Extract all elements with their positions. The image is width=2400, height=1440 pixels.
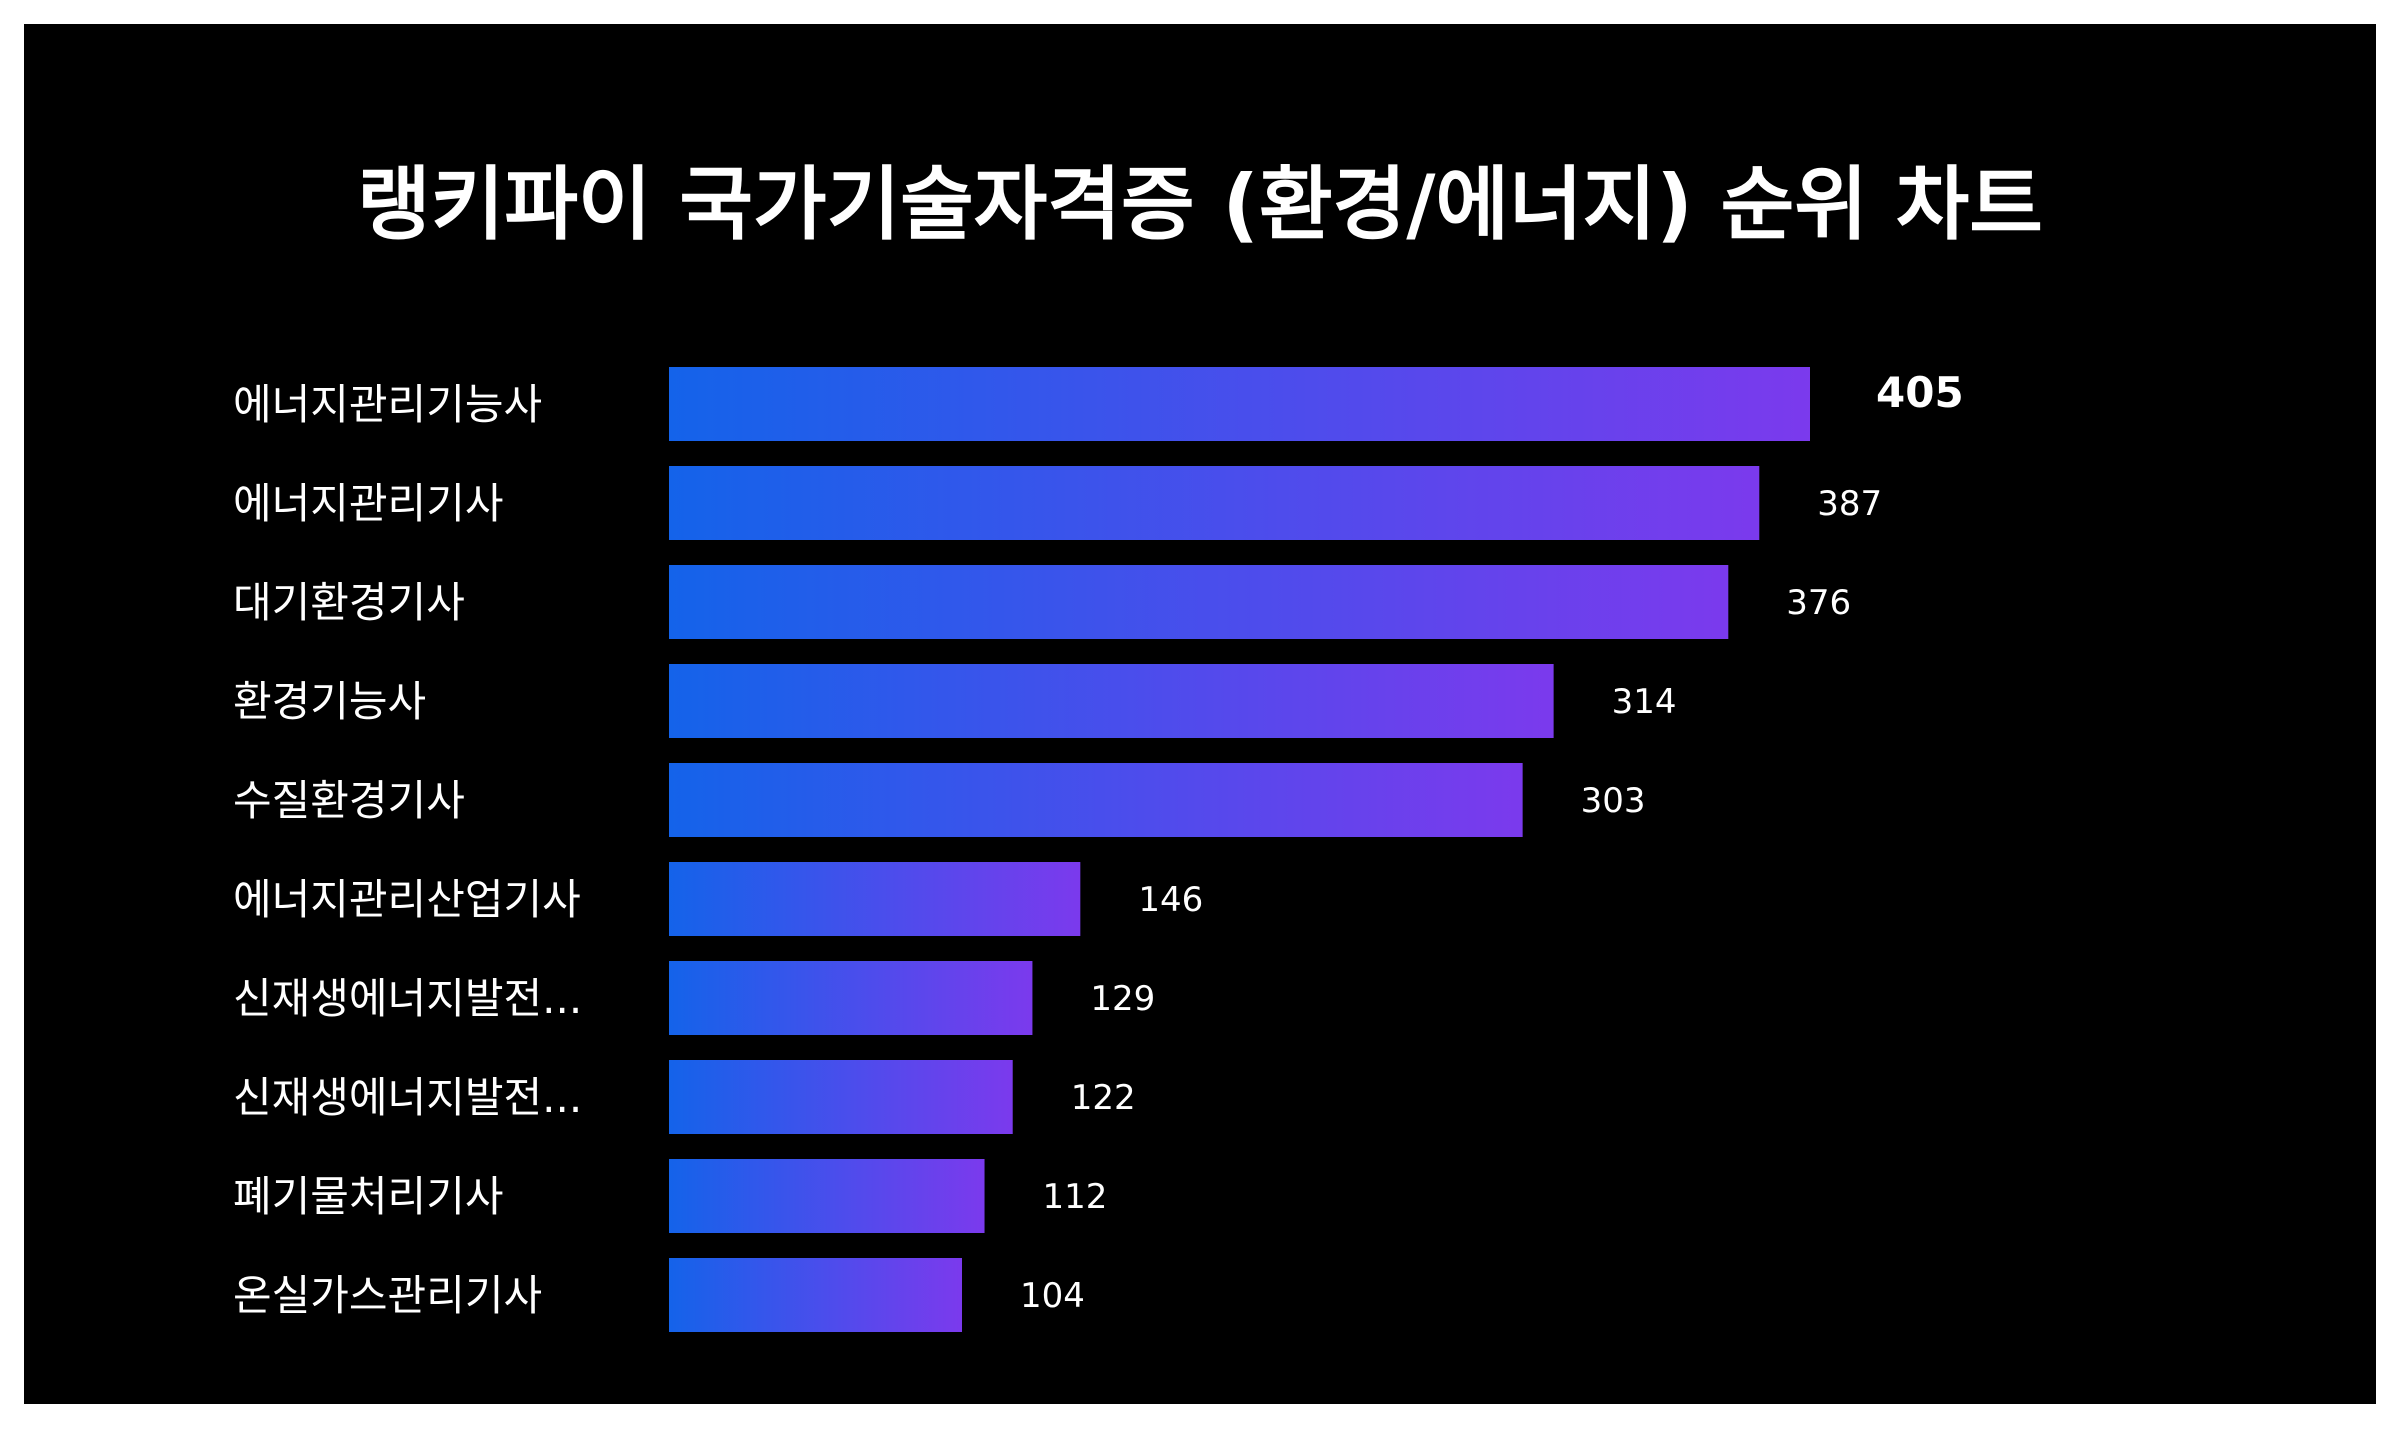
value-label: 303 bbox=[1581, 781, 1646, 821]
bar bbox=[669, 1060, 1013, 1134]
value-label: 387 bbox=[1817, 484, 1882, 524]
value-label: 112 bbox=[1043, 1177, 1108, 1217]
value-label: 122 bbox=[1071, 1078, 1136, 1118]
value-label: 104 bbox=[1020, 1276, 1085, 1316]
category-label: 신재생에너지발전... bbox=[233, 974, 582, 1023]
chart-title: 랭키파이 국가기술자격증 (환경/에너지) 순위 차트 bbox=[357, 158, 2043, 251]
category-label: 대기환경기사 bbox=[233, 578, 465, 627]
bar bbox=[669, 367, 1810, 441]
category-label: 에너지관리기능사 bbox=[233, 380, 542, 429]
bar bbox=[669, 763, 1523, 837]
category-label: 수질환경기사 bbox=[233, 776, 465, 825]
bar bbox=[669, 1258, 962, 1332]
bar bbox=[669, 1159, 985, 1233]
bar bbox=[669, 565, 1729, 639]
category-label: 에너지관리기사 bbox=[233, 479, 503, 528]
value-label: 129 bbox=[1090, 979, 1155, 1019]
bar bbox=[669, 466, 1760, 540]
category-label: 에너지관리산업기사 bbox=[233, 875, 581, 924]
value-label: 376 bbox=[1786, 583, 1851, 623]
category-label: 온실가스관리기사 bbox=[233, 1271, 542, 1320]
bar bbox=[669, 862, 1081, 936]
value-label: 146 bbox=[1138, 880, 1203, 920]
category-label: 신재생에너지발전... bbox=[233, 1073, 582, 1122]
value-label: 314 bbox=[1612, 682, 1677, 722]
category-label: 폐기물처리기사 bbox=[233, 1172, 503, 1221]
value-label: 405 bbox=[1876, 368, 1964, 417]
category-label: 환경기능사 bbox=[233, 677, 426, 726]
bar bbox=[669, 961, 1033, 1035]
bar bbox=[669, 664, 1554, 738]
